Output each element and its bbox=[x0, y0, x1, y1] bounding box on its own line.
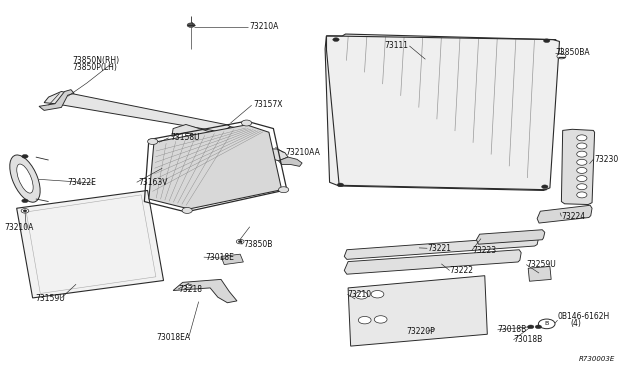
Text: R730003E: R730003E bbox=[579, 356, 615, 362]
Polygon shape bbox=[561, 129, 595, 205]
Text: 0B146-6162H: 0B146-6162H bbox=[557, 312, 610, 321]
Circle shape bbox=[577, 159, 587, 165]
Text: 73220P: 73220P bbox=[406, 327, 435, 336]
Circle shape bbox=[543, 39, 550, 42]
Text: 73157X: 73157X bbox=[253, 100, 282, 109]
Ellipse shape bbox=[10, 155, 40, 202]
Polygon shape bbox=[39, 90, 74, 110]
Text: 73850BA: 73850BA bbox=[555, 48, 589, 57]
Polygon shape bbox=[528, 266, 551, 281]
Circle shape bbox=[535, 325, 541, 329]
Text: 73221: 73221 bbox=[428, 244, 451, 253]
Circle shape bbox=[236, 239, 244, 244]
Text: 73018B: 73018B bbox=[513, 335, 543, 344]
Polygon shape bbox=[348, 276, 487, 346]
Polygon shape bbox=[218, 127, 246, 136]
Text: 73850P(LH): 73850P(LH) bbox=[72, 63, 117, 72]
Polygon shape bbox=[537, 205, 592, 223]
Polygon shape bbox=[344, 250, 521, 274]
Text: 73158U: 73158U bbox=[170, 132, 200, 142]
Circle shape bbox=[371, 291, 384, 298]
Circle shape bbox=[278, 187, 289, 193]
Text: 73259U: 73259U bbox=[526, 260, 556, 269]
Circle shape bbox=[23, 210, 27, 212]
Circle shape bbox=[577, 143, 587, 149]
Text: 73223: 73223 bbox=[472, 246, 496, 254]
Polygon shape bbox=[221, 254, 243, 264]
Text: 73230: 73230 bbox=[595, 155, 619, 164]
Text: 73224: 73224 bbox=[561, 212, 586, 221]
Text: B: B bbox=[545, 321, 549, 326]
Text: 73210AA: 73210AA bbox=[285, 148, 320, 157]
Text: 73850B: 73850B bbox=[243, 240, 273, 249]
Circle shape bbox=[355, 292, 368, 299]
Circle shape bbox=[557, 54, 566, 59]
Circle shape bbox=[337, 183, 344, 187]
Text: 73018E: 73018E bbox=[205, 253, 234, 262]
Polygon shape bbox=[44, 92, 230, 132]
Circle shape bbox=[186, 284, 192, 288]
Circle shape bbox=[577, 192, 587, 198]
Polygon shape bbox=[172, 125, 288, 161]
Polygon shape bbox=[149, 125, 282, 209]
Text: 73018EA: 73018EA bbox=[156, 333, 190, 342]
Circle shape bbox=[577, 151, 587, 157]
Polygon shape bbox=[476, 230, 545, 244]
Polygon shape bbox=[344, 236, 538, 259]
Circle shape bbox=[187, 23, 195, 28]
Circle shape bbox=[577, 176, 587, 182]
Text: 73163V: 73163V bbox=[138, 178, 168, 187]
Circle shape bbox=[22, 154, 28, 158]
Circle shape bbox=[182, 208, 192, 214]
Circle shape bbox=[577, 184, 587, 190]
Circle shape bbox=[21, 209, 29, 213]
Circle shape bbox=[577, 135, 587, 141]
Circle shape bbox=[241, 120, 252, 126]
Polygon shape bbox=[173, 279, 237, 303]
Text: 73210A: 73210A bbox=[250, 22, 279, 31]
Text: 73222: 73222 bbox=[450, 266, 474, 275]
Text: 73422E: 73422E bbox=[68, 178, 97, 187]
Text: 73210: 73210 bbox=[348, 290, 372, 299]
Text: 73218: 73218 bbox=[178, 285, 202, 294]
Text: (4): (4) bbox=[570, 320, 581, 328]
Text: 73850N(RH): 73850N(RH) bbox=[72, 56, 119, 65]
Text: 73159U: 73159U bbox=[36, 294, 65, 303]
Circle shape bbox=[577, 167, 587, 173]
Circle shape bbox=[22, 199, 28, 203]
Ellipse shape bbox=[17, 164, 33, 193]
Text: 73210A: 73210A bbox=[4, 223, 33, 232]
Circle shape bbox=[527, 325, 534, 329]
Polygon shape bbox=[17, 190, 164, 298]
Circle shape bbox=[148, 138, 158, 144]
Circle shape bbox=[374, 316, 387, 323]
Polygon shape bbox=[325, 34, 559, 190]
Circle shape bbox=[541, 185, 548, 189]
Text: 73018B: 73018B bbox=[497, 325, 527, 334]
Text: 73111: 73111 bbox=[384, 41, 408, 50]
Circle shape bbox=[358, 317, 371, 324]
Circle shape bbox=[333, 38, 339, 41]
Circle shape bbox=[238, 240, 242, 243]
Circle shape bbox=[538, 319, 555, 329]
Polygon shape bbox=[278, 157, 302, 166]
